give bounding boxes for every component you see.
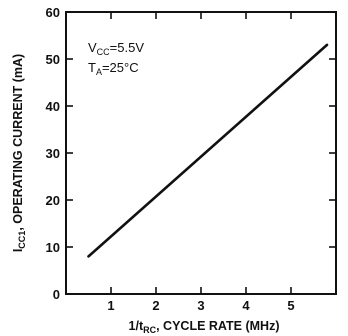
y-axis-title-rest: , OPERATING CURRENT (mA) [11, 54, 25, 231]
x-tick-label: 4 [242, 298, 250, 313]
y-tick-label: 10 [46, 240, 60, 255]
y-tick-label: 60 [46, 5, 60, 20]
ticks-layer: 0 10 20 30 40 50 60 1 2 3 4 5 [46, 5, 336, 313]
y-axis-title-main: I [11, 249, 25, 252]
y-tick-label: 30 [46, 146, 60, 161]
x-tick-label: 1 [107, 298, 114, 313]
annotation-ta-rest: =25°C [102, 60, 139, 75]
x-axis-title-sub: RC [143, 325, 156, 335]
x-axis-title: 1/tRC, CYCLE RATE (MHz) [129, 319, 280, 335]
series-layer [87, 43, 329, 258]
annotation-vcc: VCC=5.5V [88, 40, 144, 57]
y-tick-label: 0 [53, 287, 60, 302]
x-tick-label: 2 [152, 298, 159, 313]
annotation-ta: TA=25°C [88, 60, 139, 77]
y-tick-label: 50 [46, 52, 60, 67]
annotation-vcc-sub: CC [97, 47, 110, 57]
y-axis-title-sub: CC1 [17, 231, 27, 249]
x-axis-title-rest: , CYCLE RATE (MHz) [156, 319, 279, 333]
x-tick-label: 5 [287, 298, 294, 313]
y-axis-title: ICC1, OPERATING CURRENT (mA) [11, 54, 27, 252]
x-axis-title-main: 1/t [129, 319, 144, 333]
annotation-ta-main: T [88, 60, 96, 75]
x-tick-label: 3 [197, 298, 204, 313]
annotation-vcc-main: V [88, 40, 97, 55]
y-tick-label: 20 [46, 193, 60, 208]
y-tick-label: 40 [46, 99, 60, 114]
series-line [87, 43, 329, 258]
annotation-vcc-rest: =5.5V [110, 40, 145, 55]
annotation-ta-sub: A [96, 67, 102, 77]
